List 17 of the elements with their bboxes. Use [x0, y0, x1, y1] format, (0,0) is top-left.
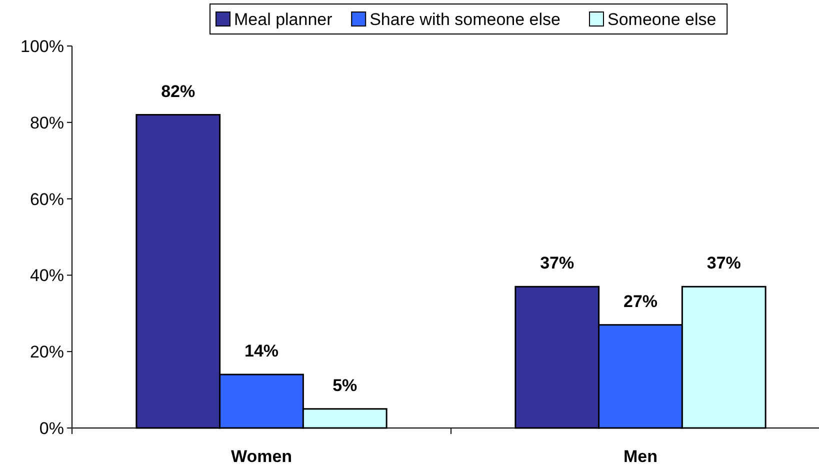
y-tick-label: 0% [39, 418, 64, 438]
data-label: 27% [623, 292, 658, 311]
y-tick-label: 40% [30, 266, 64, 286]
data-label: 82% [161, 82, 196, 101]
y-tick-label: 100% [20, 36, 64, 56]
legend-label: Someone else [608, 10, 716, 29]
x-tick-label: Men [624, 447, 658, 466]
y-tick-label: 80% [30, 113, 64, 132]
legend-label: Share with someone else [370, 10, 560, 29]
y-tick-label: 60% [30, 190, 64, 209]
legend-label: Meal planner [234, 10, 333, 29]
data-label: 37% [540, 254, 574, 273]
data-label: 14% [244, 342, 279, 361]
data-label: 5% [332, 376, 358, 395]
x-tick-label: Women [230, 447, 292, 466]
y-tick-label: 20% [30, 342, 64, 362]
data-label: 37% [706, 254, 741, 273]
